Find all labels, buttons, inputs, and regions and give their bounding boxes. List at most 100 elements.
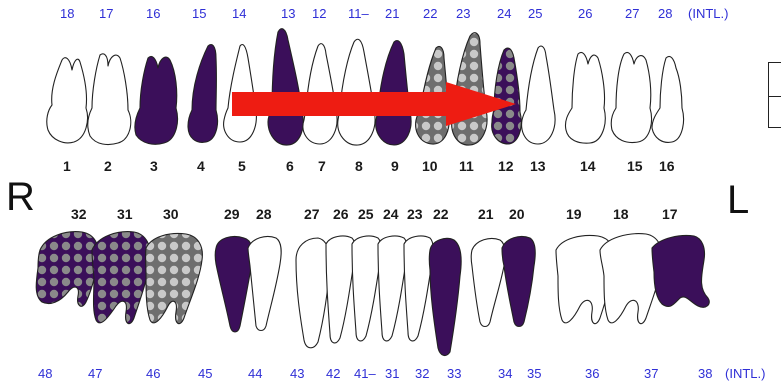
lower-intl-number: 34: [498, 366, 513, 381]
upper-tooth-number: 14: [580, 158, 596, 174]
lower-tooth-number: 27: [304, 206, 320, 222]
upper-intl-number: 12: [312, 6, 327, 21]
lower-intl-number: 47: [88, 366, 103, 381]
lower-tooth-27: [295, 237, 331, 349]
lower-tooth-number: 23: [407, 206, 423, 222]
lower-tooth-number: 32: [71, 206, 87, 222]
lower-intl-number: 48: [38, 366, 53, 381]
upper-tooth-15: [610, 51, 653, 144]
lower-intl-number: 36: [585, 366, 600, 381]
lower-intl-number: 44: [248, 366, 263, 381]
lower-intl-number: 43: [290, 366, 305, 381]
upper-arch: [46, 28, 685, 146]
upper-intl-number: 15: [192, 6, 207, 21]
arrow-shaft: [232, 92, 454, 116]
lower-tooth-number: 30: [163, 206, 179, 222]
lower-intl-number: 45: [198, 366, 213, 381]
upper-tooth-number: 11: [459, 158, 474, 174]
lower-intl-number: 35: [527, 366, 542, 381]
upper-intl-number: 23: [456, 6, 471, 21]
lower-tooth-number: 18: [613, 206, 629, 222]
lower-tooth-number: 17: [662, 206, 678, 222]
upper-intl-number: 16: [146, 6, 161, 21]
lower-intl-number: 42: [326, 366, 341, 381]
upper-tooth-number: 5: [238, 158, 246, 174]
arrow-head: [446, 82, 516, 126]
upper-intl-number: 18: [60, 6, 75, 21]
upper-tooth-14: [564, 51, 606, 144]
upper-tooth-number: 1: [63, 158, 71, 174]
lower-intl-number: 31: [385, 366, 400, 381]
lower-tooth-number: 22: [433, 206, 449, 222]
lower-intl-number: 41–: [354, 366, 376, 381]
lower-tooth-32: [35, 231, 99, 307]
upper-tooth-number: 7: [318, 158, 326, 174]
upper-tooth-1: [46, 57, 89, 144]
lower-tooth-20: [501, 235, 536, 328]
upper-intl-number: 27: [625, 6, 640, 21]
lower-tooth-18: [599, 233, 663, 325]
right-side-label: R: [6, 175, 35, 219]
lower-tooth-number: 24: [383, 206, 399, 222]
lower-tooth-19: [555, 234, 615, 325]
lower-tooth-17: [651, 234, 710, 308]
upper-tooth-number: 16: [659, 158, 675, 174]
lower-tooth-30: [145, 232, 203, 325]
lower-tooth-31: [91, 231, 151, 325]
legend-box: [768, 62, 781, 128]
lower-intl-number: 32: [415, 366, 430, 381]
upper-intl-number: 21: [385, 6, 400, 21]
lower-tooth-number: 19: [566, 206, 582, 222]
upper-intl-number: 11–: [348, 6, 369, 21]
lower-tooth-22: [428, 237, 462, 357]
lower-intl-number: 46: [146, 366, 161, 381]
upper-tooth-3: [134, 55, 179, 145]
upper-intl-number: 13: [281, 6, 296, 21]
upper-tooth-number: 12: [498, 158, 514, 174]
lower-tooth-number: 20: [509, 206, 525, 222]
upper-tooth-number: 9: [391, 158, 399, 174]
upper-tooth-number: 6: [286, 158, 294, 174]
left-side-label: L: [727, 178, 750, 222]
upper-tooth-2: [87, 53, 132, 146]
lower-tooth-number: 29: [224, 206, 240, 222]
lower-tooth-26: [325, 235, 356, 344]
lower-intl-number: 37: [644, 366, 659, 381]
legend-divider: [768, 96, 781, 97]
lower-tooth-24: [377, 235, 408, 342]
lower-intl-label: (INTL.): [725, 366, 766, 381]
lower-tooth-23: [403, 235, 434, 342]
upper-tooth-number: 8: [355, 158, 363, 174]
upper-tooth-6: [267, 28, 304, 146]
upper-intl-number: 22: [423, 6, 438, 21]
upper-intl-number: 17: [99, 6, 114, 21]
upper-intl-number: 26: [578, 6, 593, 21]
arrow-annotation: [232, 82, 516, 126]
lower-tooth-21: [470, 237, 506, 328]
lower-intl-number: 38: [698, 366, 713, 381]
lower-tooth-29: [214, 235, 254, 333]
upper-intl-number: 25: [528, 6, 543, 21]
upper-tooth-16: [651, 55, 685, 143]
upper-tooth-number: 4: [197, 158, 205, 174]
lower-tooth-28: [247, 235, 282, 332]
upper-tooth-4: [187, 43, 219, 143]
upper-intl-number: 28: [658, 6, 673, 21]
lower-tooth-number: 21: [478, 206, 494, 222]
upper-tooth-number: 2: [104, 158, 112, 174]
upper-tooth-number: 13: [530, 158, 546, 174]
lower-tooth-number: 26: [333, 206, 349, 222]
upper-tooth-number: 15: [627, 158, 643, 174]
upper-tooth-number: 10: [422, 158, 438, 174]
lower-tooth-number: 28: [256, 206, 272, 222]
lower-tooth-number: 31: [117, 206, 133, 222]
upper-intl-number: 14: [232, 6, 247, 21]
lower-tooth-25: [351, 235, 382, 342]
lower-intl-number: 33: [447, 366, 462, 381]
lower-tooth-number: 25: [358, 206, 374, 222]
upper-tooth-13: [521, 45, 556, 145]
upper-intl-number: 24: [497, 6, 512, 21]
upper-intl-label: (INTL.): [688, 6, 729, 21]
